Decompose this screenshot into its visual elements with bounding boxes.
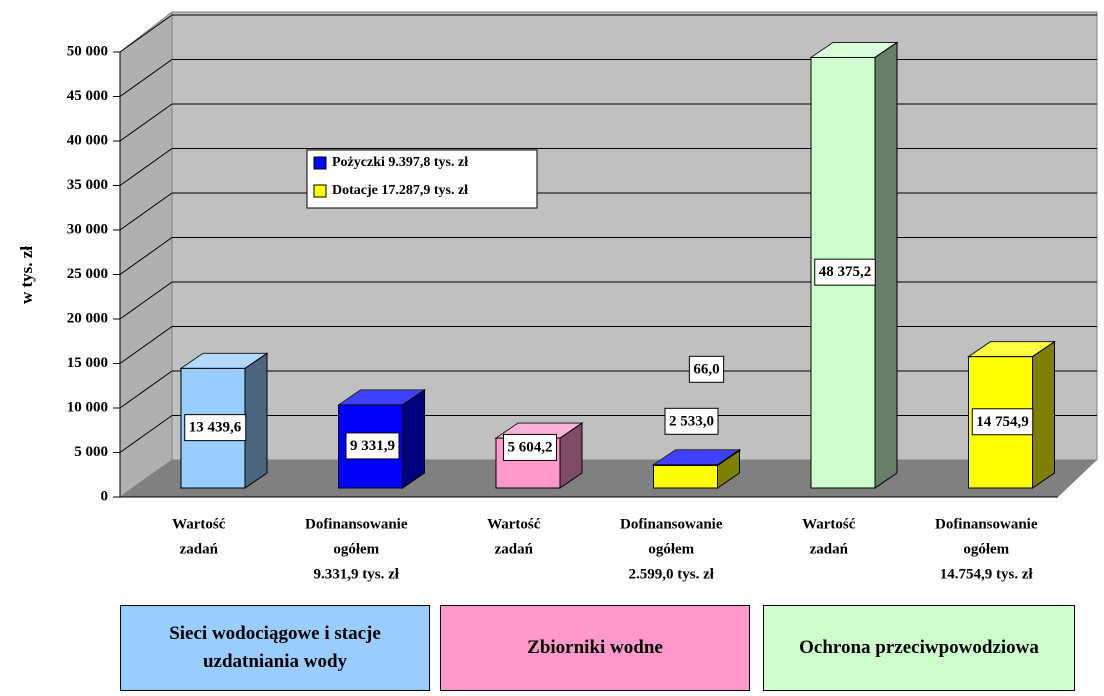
value-label-box	[184, 414, 247, 442]
legend-label: Pożyczki 9.397,8 tys. zł	[332, 155, 468, 170]
side-wall	[119, 10, 173, 498]
legend-swatch	[313, 184, 327, 198]
y-tick-label: 15 000	[67, 355, 108, 371]
x-tick-label: Dofinansowanie	[305, 516, 408, 532]
group-label: Sieci wodociągowe i stacje uzdatniania w…	[120, 605, 430, 691]
y-tick-label: 10 000	[67, 399, 108, 415]
y-tick-label: 25 000	[67, 266, 108, 282]
value-label: 14 754,9	[976, 414, 1029, 430]
x-tick-label: zadań	[495, 541, 534, 557]
group-label: Ochrona przeciwpowodziowa	[763, 605, 1075, 691]
bar	[653, 464, 718, 466]
x-tick-label: ogółem	[963, 541, 1009, 557]
y-tick-label: 30 000	[67, 221, 108, 237]
y-axis-label: w tys. zł	[17, 246, 36, 304]
value-label-box	[503, 433, 557, 461]
x-tick-label: ogółem	[333, 541, 379, 557]
y-tick-label: 50 000	[67, 43, 108, 59]
x-tick-label: zadań	[810, 541, 849, 557]
bar-side-shade	[717, 450, 740, 488]
bar-side-shade	[1032, 341, 1055, 488]
x-tick-label: Dofinansowanie	[935, 516, 1038, 532]
bar-side-shade	[717, 449, 740, 466]
group-label: Zbiorniki wodne	[440, 605, 750, 691]
grid-line	[119, 59, 173, 97]
value-label-box	[971, 408, 1034, 436]
legend-label: Dotacje 17.287,9 tys. zł	[332, 183, 468, 198]
bar-top-shade	[653, 449, 740, 465]
grid-line	[119, 281, 173, 320]
grid-line	[119, 103, 173, 142]
value-label: 13 439,6	[189, 420, 242, 436]
value-label: 48 375,2	[819, 264, 872, 280]
x-tick-label: 2.599,0 tys. zł	[629, 566, 715, 582]
value-label: 2 533,0	[669, 413, 714, 429]
grid-line	[119, 370, 173, 409]
groups: Sieci wodociągowe i stacje uzdatniania w…	[0, 605, 1104, 693]
value-label: 5 604,2	[508, 439, 553, 455]
x-tick-label: Wartość	[802, 516, 856, 532]
legend-swatch	[313, 156, 327, 170]
back-wall	[171, 11, 1098, 461]
value-label-box	[345, 432, 400, 460]
y-tick-label: 0	[101, 488, 109, 504]
bar-side-shade	[875, 42, 897, 488]
x-tick-label: 14.754,9 tys. zł	[940, 566, 1034, 582]
bar-top-shade	[181, 353, 267, 369]
y-tick-label: 20 000	[67, 310, 108, 326]
x-tick-label: Wartość	[172, 516, 226, 532]
grid-line	[119, 14, 173, 53]
x-tick-label: Wartość	[487, 516, 541, 532]
bar-side-shade	[245, 353, 267, 488]
bar-top-shade	[968, 341, 1055, 357]
y-tick-label: 40 000	[67, 132, 108, 148]
chart: w tys. zł 0 5 000 10 000 15 000 20 000 25 000…	[17, 10, 1098, 582]
value-label: 9 331,9	[350, 438, 395, 454]
y-tick-label: 5 000	[74, 444, 108, 460]
legend	[306, 149, 538, 209]
bar-top-shade	[811, 42, 897, 58]
y-tick-label: 45 000	[67, 88, 108, 104]
grid-line	[119, 192, 173, 231]
grid-line	[119, 326, 173, 364]
value-label-box	[814, 258, 876, 286]
x-tick-label: 9.331,9 tys. zł	[314, 566, 400, 582]
x-tick-label: Dofinansowanie	[620, 516, 723, 532]
value-label-box	[664, 407, 719, 435]
bar-top-shade	[338, 389, 425, 405]
grid-line	[119, 237, 173, 275]
value-label-box	[688, 355, 725, 383]
value-label: 66,0	[693, 361, 719, 377]
bar	[653, 464, 718, 489]
grid-line	[119, 415, 173, 453]
x-tick-label: zadań	[180, 541, 219, 557]
grid-line	[119, 148, 173, 186]
y-tick-label: 35 000	[67, 177, 108, 193]
x-tick-label: ogółem	[648, 541, 694, 557]
bar-side-shade	[402, 389, 425, 488]
bar-side-shade	[560, 423, 582, 488]
